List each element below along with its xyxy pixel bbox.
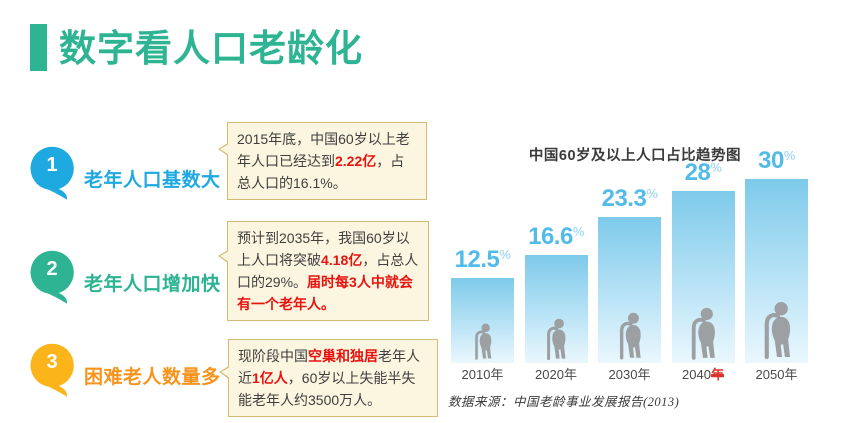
number-bubble-2: 2 — [30, 249, 78, 305]
x-tick-label: 2010年 — [461, 367, 504, 382]
highlight-text: 2.22亿 — [335, 153, 377, 169]
percent-unit: % — [783, 148, 796, 163]
percent-unit: % — [499, 247, 511, 262]
x-tick-label: 2050年 — [755, 367, 798, 382]
note-box-2: 预计到2035年，我国60岁以上人口将突破4.18亿，占总人口的29%。届时每3… — [218, 221, 429, 321]
body-text: 预计到2035年，我国60岁以上人口将突破 — [237, 230, 410, 268]
point-label-1: 老年人口基数大 — [84, 170, 221, 191]
body-text: 2015年底，中国60岁以上老年人口已经达到 — [237, 131, 410, 169]
elderly-person-icon — [691, 307, 715, 360]
point-number: 1 — [46, 154, 58, 176]
bar-value-label: 12.5% — [454, 246, 511, 273]
bar-plot: 12.5% 2010年 16.6% 2020年 23.3% 2030年 28% 2040年 30… — [451, 138, 823, 382]
speech-bubble-icon — [30, 343, 74, 397]
x-tick-label: 2030年 — [608, 367, 651, 382]
speech-bubble-icon — [30, 250, 74, 304]
highlight-text: 4.18亿 — [321, 252, 363, 268]
body-text: 老年人近 — [238, 348, 420, 386]
elderly-person-icon — [474, 323, 491, 360]
percent-unit: % — [572, 224, 585, 239]
body-text: 现阶段中国 — [238, 348, 308, 364]
percent-unit: % — [646, 186, 658, 201]
number-bubble-3: 3 — [30, 342, 78, 398]
body-text: ，60岁以上失能半失能老年人约3500万人。 — [238, 370, 416, 408]
title-accent-bar — [30, 24, 47, 71]
bar-value-label: 28% — [684, 159, 722, 186]
point-number: 3 — [46, 351, 58, 373]
body-text: ，占总人口的29%。 — [237, 252, 419, 290]
bar-value-label: 30% — [758, 147, 796, 174]
note-box-1: 2015年底，中国60岁以上老年人口已经达到2.22亿，占总人口的16.1%。 — [218, 122, 427, 200]
highlight-text: 届时每3人中就会有一个老年人。 — [237, 274, 413, 312]
chart-title: 中国60岁及以上人口占比趋势图 — [528, 148, 742, 164]
bar-value-label: 16.6% — [528, 223, 585, 250]
highlight-text: 1亿人 — [252, 370, 288, 386]
red-correction-mark: 年 — [710, 367, 724, 382]
speech-bubble-icon — [30, 146, 74, 200]
percent-unit: % — [710, 160, 722, 175]
point-label-2: 老年人口增加快 — [84, 274, 221, 295]
elderly-person-icon — [547, 318, 566, 360]
page-title: 数字看人口老龄化 — [59, 28, 363, 69]
point-label-3: 困难老人数量多 — [84, 367, 221, 388]
note-box-3: 现阶段中国空巢和独居老年人近1亿人，60岁以上失能半失能老年人约3500万人。 — [219, 339, 438, 417]
x-tick-label: 2040年 — [682, 367, 724, 382]
elderly-person-icon — [619, 312, 641, 360]
number-bubble-1: 1 — [30, 145, 78, 201]
body-text: ，占总人口的16.1%。 — [237, 153, 405, 191]
highlight-text: 空巢和独居 — [308, 348, 378, 364]
data-source: 数据来源：中国老龄事业发展报告(2013) — [448, 395, 680, 409]
bar-value-label: 23.3% — [601, 185, 658, 212]
elderly-person-icon — [764, 301, 790, 360]
x-tick-label: 2020年 — [535, 367, 577, 382]
point-number: 2 — [46, 258, 58, 280]
